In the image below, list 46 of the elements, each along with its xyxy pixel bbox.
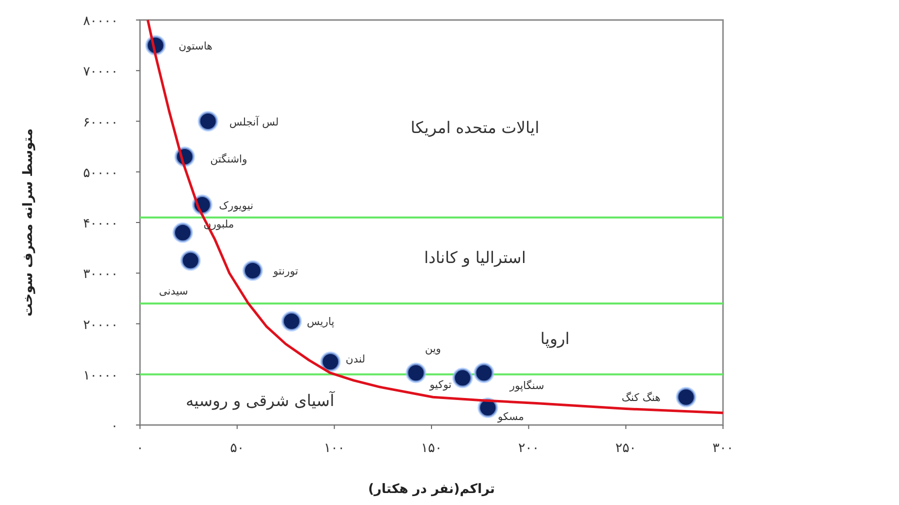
annotation: لس آنجلس	[229, 115, 279, 128]
annotation: استرالیا و کانادا	[424, 248, 526, 267]
point	[478, 398, 498, 418]
x-tick-label: ۳۰۰	[712, 441, 734, 456]
annotation: توکیو	[428, 378, 452, 391]
y-tick-label: ۲۰۰۰۰	[83, 318, 118, 333]
annotation: وین	[424, 342, 441, 355]
y-tick-label: ۰	[111, 419, 118, 434]
x-tick-label: ۱۵۰	[421, 441, 442, 456]
x-tick-label: ۲۵۰	[615, 441, 636, 456]
annotation: پاریس	[306, 316, 334, 328]
x-tick-label: ۰	[136, 441, 144, 456]
annotation: نیویورک	[219, 200, 254, 212]
annotation: هاستون	[178, 40, 212, 52]
point	[242, 260, 263, 281]
y-tick-label: ۷۰۰۰۰	[83, 64, 118, 80]
point	[198, 111, 218, 132]
annotation: سیدنی	[158, 285, 188, 298]
point	[320, 351, 341, 372]
point	[180, 250, 201, 271]
x-tick-label: ۲۰۰	[518, 441, 540, 456]
annotation: آسیای شرقی و روسیه	[186, 390, 336, 410]
y-tick-label: ۴۰۰۰۰	[83, 216, 118, 232]
x-tick-label: ۵۰	[230, 441, 244, 456]
y-tick-label: ۱۰۰۰۰	[83, 368, 118, 384]
y-tick-label: ۸۰۰۰۰	[83, 14, 118, 29]
x-tick-label: ۱۰۰	[324, 441, 345, 456]
point	[474, 362, 494, 384]
point	[452, 368, 473, 388]
y-tick-label: ۳۰۰۰۰	[83, 267, 118, 282]
point	[172, 222, 194, 243]
point	[676, 386, 696, 408]
annotation: لندن	[346, 354, 366, 366]
annotation: ایالات متحده امریکا	[410, 118, 540, 137]
annotation: سنگاپور	[508, 378, 544, 392]
annotation: مسکو	[496, 410, 524, 423]
point	[406, 362, 426, 384]
annotation: اروپا	[540, 329, 570, 348]
annotation: هنگ کنگ	[622, 391, 661, 404]
y-tick-label: ۶۰۰۰۰	[83, 115, 118, 130]
y-tick-label: ۵۰۰۰۰	[83, 166, 118, 181]
annotation: تورنتو	[272, 266, 298, 278]
point	[281, 310, 302, 332]
x-axis-title: تراکم(نفر در هکتار)	[368, 482, 495, 497]
y-axis-title: متوسط سرانه مصرف سوخت	[21, 128, 36, 316]
annotation: واشنگتن	[210, 152, 248, 166]
